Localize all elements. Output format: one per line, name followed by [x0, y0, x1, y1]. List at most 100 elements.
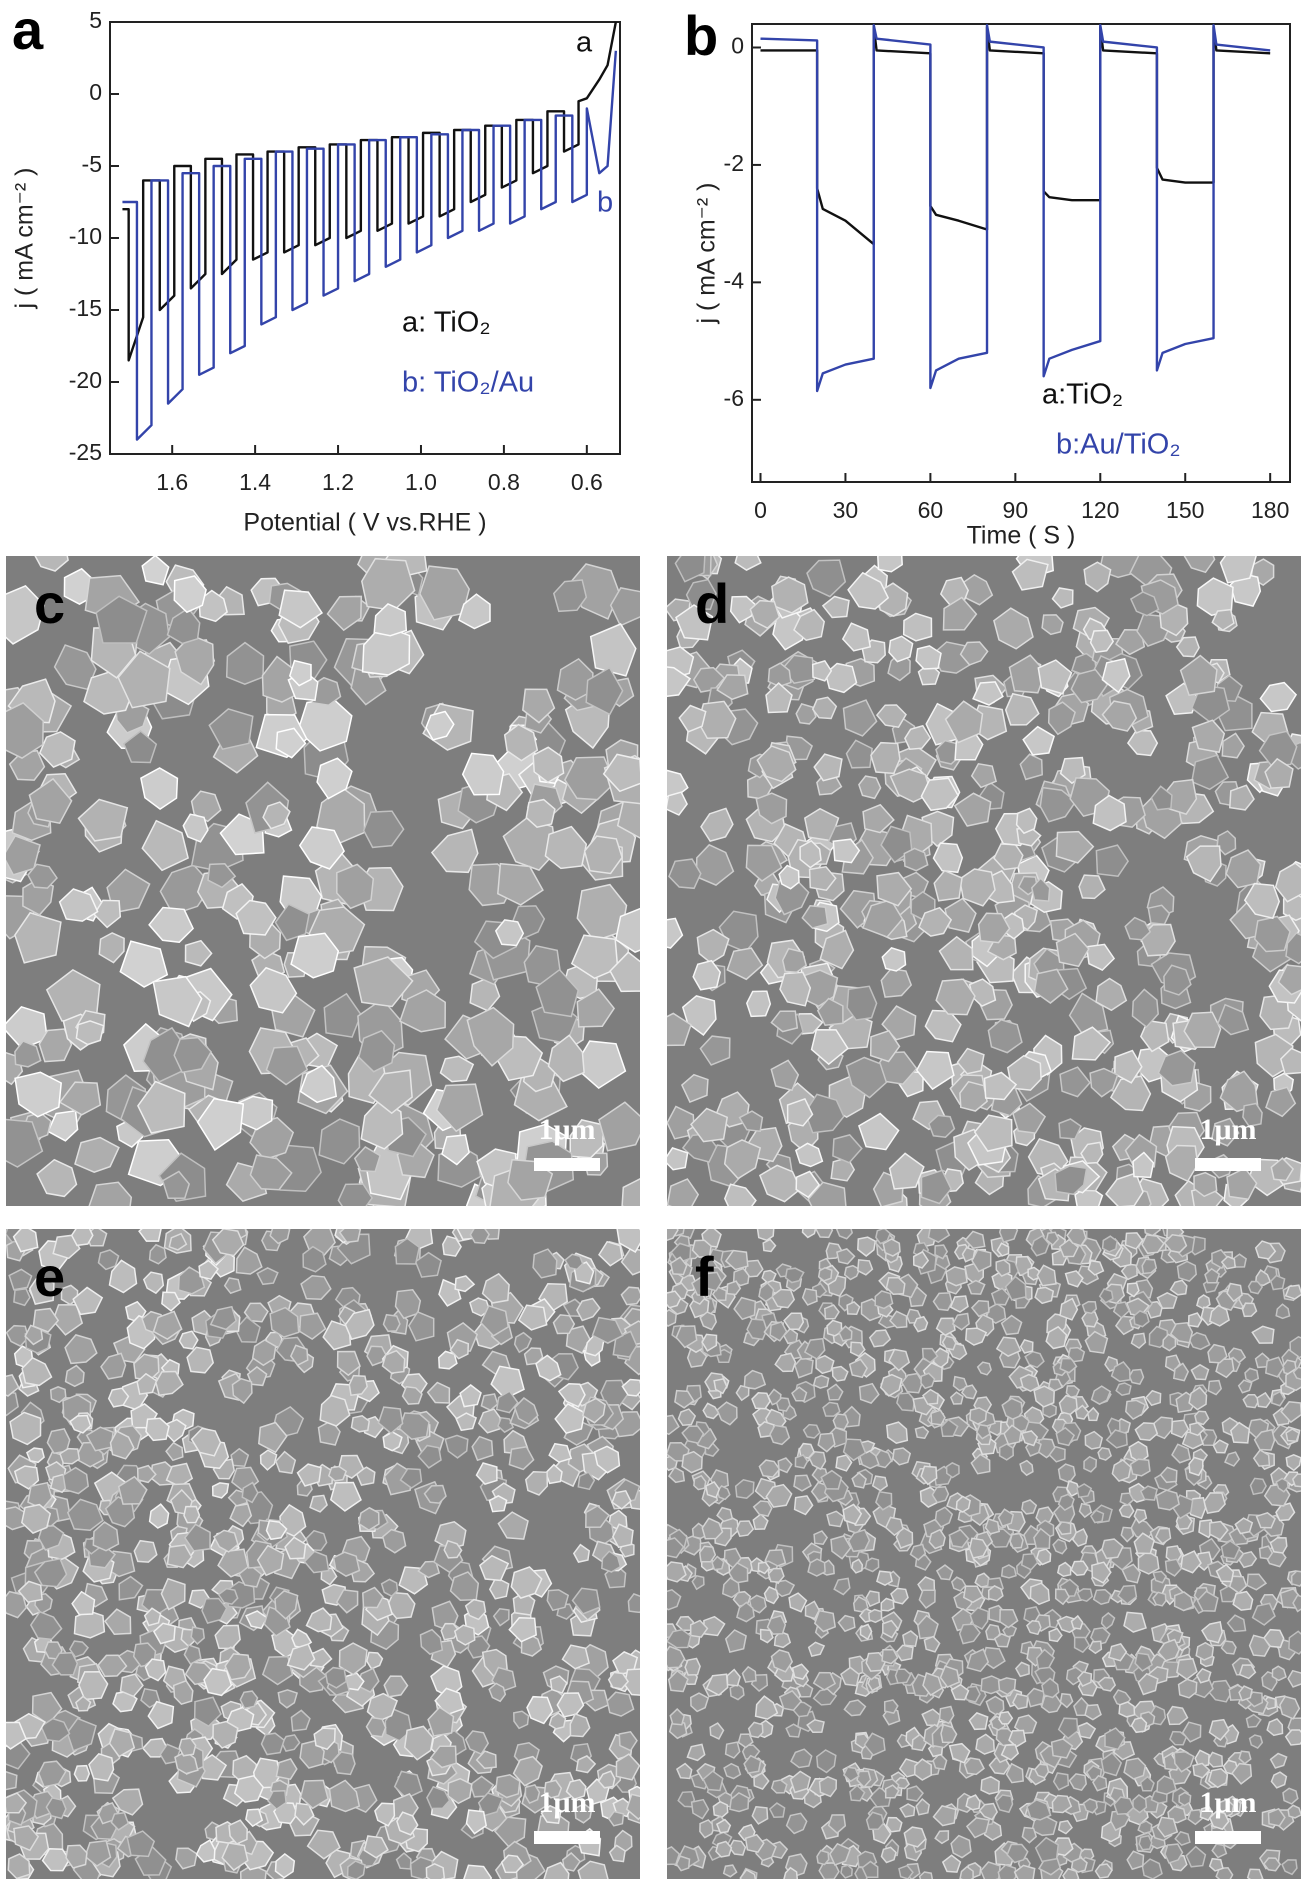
grain — [598, 1101, 640, 1152]
grain — [949, 1295, 969, 1313]
grain — [686, 1743, 706, 1762]
grain — [1105, 1429, 1128, 1449]
grain — [729, 1792, 750, 1813]
grain — [812, 1671, 837, 1691]
grain — [1156, 1816, 1179, 1838]
grain — [1004, 1275, 1027, 1301]
grain — [1057, 1819, 1073, 1835]
sem-image: c 1μm — [6, 556, 640, 1206]
grain — [554, 1402, 586, 1435]
grain — [1128, 1440, 1149, 1464]
grain — [1074, 1404, 1090, 1420]
grain — [826, 1510, 845, 1528]
grain — [970, 762, 997, 789]
grain — [1092, 1588, 1112, 1606]
grain — [695, 843, 735, 886]
grain — [980, 1861, 1001, 1879]
x-axis-label: Time ( S ) — [967, 522, 1076, 550]
grain — [40, 1717, 71, 1743]
grain — [918, 1589, 936, 1610]
grain — [6, 585, 46, 645]
grain — [993, 607, 1034, 650]
grain — [1047, 701, 1076, 736]
grain — [888, 1348, 911, 1372]
grain — [875, 1229, 891, 1245]
grain — [1054, 1588, 1071, 1606]
grain — [66, 1717, 97, 1752]
grain — [724, 1741, 741, 1759]
grain — [419, 1628, 444, 1655]
grain — [968, 1537, 989, 1559]
grain — [1120, 1526, 1135, 1543]
grain — [1284, 1284, 1301, 1300]
grain — [1246, 1573, 1268, 1591]
grain — [84, 1839, 112, 1867]
grain — [621, 1378, 640, 1397]
grain — [670, 1242, 692, 1264]
grain — [902, 612, 933, 642]
grain — [1279, 1695, 1301, 1720]
grain — [449, 1338, 470, 1360]
grain — [532, 746, 565, 784]
grain — [345, 1672, 365, 1691]
grain — [857, 1112, 900, 1151]
grain — [697, 700, 737, 739]
grain — [526, 1695, 554, 1725]
grain — [699, 1819, 716, 1839]
grain — [1089, 1509, 1105, 1524]
grain — [702, 1402, 720, 1420]
grain — [365, 1716, 387, 1738]
grain — [488, 1495, 508, 1513]
grain — [565, 1778, 587, 1801]
grain — [1019, 1373, 1040, 1393]
grain — [1100, 1612, 1116, 1630]
grain — [1242, 1393, 1260, 1409]
grain — [903, 847, 929, 872]
grain — [1292, 1366, 1301, 1380]
grain — [490, 1365, 525, 1400]
grain — [427, 1706, 455, 1737]
grain — [213, 1529, 239, 1553]
grain — [1059, 1692, 1074, 1709]
grain — [884, 1516, 904, 1537]
grain — [749, 599, 781, 630]
grain — [1048, 1445, 1066, 1463]
grain — [1211, 1843, 1228, 1859]
grain — [1124, 916, 1152, 941]
grain — [971, 1248, 992, 1273]
grain — [888, 635, 914, 663]
panel-label: a — [12, 0, 44, 61]
grain — [1041, 614, 1064, 636]
grain — [980, 1775, 1000, 1795]
grain — [826, 1319, 843, 1337]
grain — [221, 1842, 249, 1872]
grain — [667, 1588, 682, 1611]
sem-image: d 1μm — [667, 556, 1301, 1206]
grain — [168, 1232, 188, 1251]
grain — [1287, 1804, 1301, 1819]
grain — [996, 1242, 1010, 1257]
grain — [769, 1321, 788, 1342]
grain — [138, 1229, 162, 1242]
grain — [1001, 1397, 1023, 1422]
grain — [477, 1408, 501, 1434]
grain — [885, 1276, 906, 1295]
grain — [75, 1695, 92, 1712]
grain — [767, 662, 792, 688]
grain — [723, 1762, 742, 1780]
grain — [1081, 1300, 1098, 1315]
grain — [906, 1785, 924, 1802]
grain — [1027, 1266, 1041, 1281]
grain — [173, 1036, 213, 1074]
grain — [1056, 1561, 1072, 1577]
grain — [6, 1721, 27, 1750]
grain — [1055, 830, 1095, 864]
grain — [217, 1587, 239, 1605]
grain — [705, 1481, 721, 1499]
grain — [1187, 1312, 1203, 1328]
grain — [524, 1471, 549, 1496]
grain — [1141, 1258, 1158, 1275]
grain — [769, 1424, 791, 1446]
grain — [1220, 1539, 1241, 1560]
grain — [885, 1816, 903, 1833]
